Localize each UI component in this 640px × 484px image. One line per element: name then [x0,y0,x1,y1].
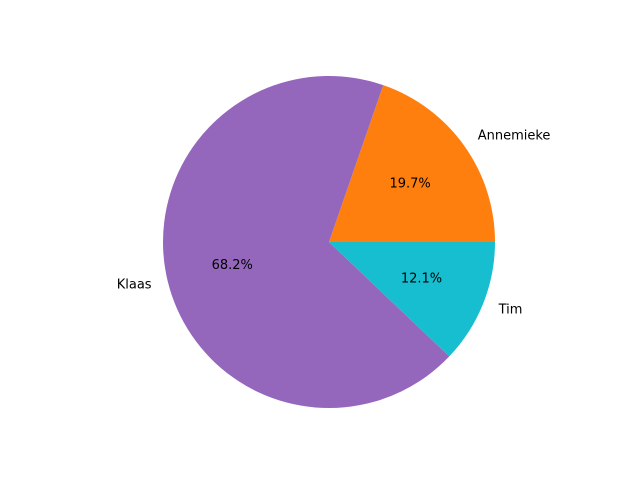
pie-slice-tim [329,242,495,357]
pie-category-label-klaas: Klaas [117,278,152,293]
pie-slice-annemieke [329,85,495,242]
pie-category-label-annemieke: Annemieke [478,129,551,144]
pie-percent-label-annemieke: 19.7% [389,177,430,192]
pie-slices [162,75,495,409]
pie-percent-label-klaas: 68.2% [212,258,253,273]
pie-category-label-tim: Tim [498,302,523,317]
pie-labels: 19.7% Annemieke 68.2% Klaas 12.1% Tim [117,129,551,318]
pie-percent-label-tim: 12.1% [401,271,442,286]
pie-slice-klaas [162,75,450,409]
